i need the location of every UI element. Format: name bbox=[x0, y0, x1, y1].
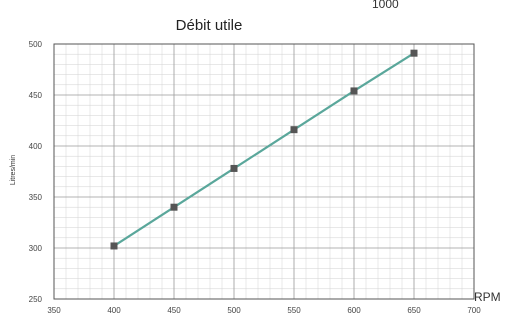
corner-label: 1000 bbox=[372, 0, 399, 11]
y-axis-label: Litres/min bbox=[10, 155, 17, 185]
data-point-marker bbox=[230, 164, 238, 172]
data-point-marker bbox=[290, 126, 298, 134]
x-tick-label: 600 bbox=[347, 306, 361, 315]
x-axis-ticks: 350 400 450 500 550 600 650 700 bbox=[47, 306, 481, 315]
y-tick-label: 300 bbox=[29, 244, 43, 253]
data-point-marker bbox=[110, 242, 118, 250]
major-gridlines bbox=[53, 43, 475, 300]
x-tick-label: 400 bbox=[107, 306, 121, 315]
series-line bbox=[113, 52, 415, 247]
plot-area-frame bbox=[53, 43, 475, 300]
x-tick-label: 700 bbox=[467, 306, 481, 315]
y-tick-label: 400 bbox=[29, 142, 43, 151]
y-tick-label: 500 bbox=[29, 40, 43, 49]
x-tick-label: 650 bbox=[407, 306, 421, 315]
x-tick-label: 500 bbox=[227, 306, 241, 315]
y-tick-label: 250 bbox=[29, 295, 43, 304]
x-tick-label: 350 bbox=[47, 306, 61, 315]
y-axis-ticks: 250 300 350 400 450 500 bbox=[29, 40, 43, 304]
minor-gridlines bbox=[54, 44, 474, 299]
chart-title: Débit utile bbox=[176, 17, 243, 34]
data-point-marker bbox=[350, 87, 358, 95]
x-axis-label: RPM bbox=[474, 290, 501, 304]
data-point-marker bbox=[410, 49, 418, 57]
y-tick-label: 450 bbox=[29, 91, 43, 100]
y-tick-label: 350 bbox=[29, 193, 43, 202]
x-tick-label: 450 bbox=[167, 306, 181, 315]
series-group bbox=[110, 49, 418, 250]
x-tick-label: 550 bbox=[287, 306, 301, 315]
data-point-marker bbox=[170, 203, 178, 211]
